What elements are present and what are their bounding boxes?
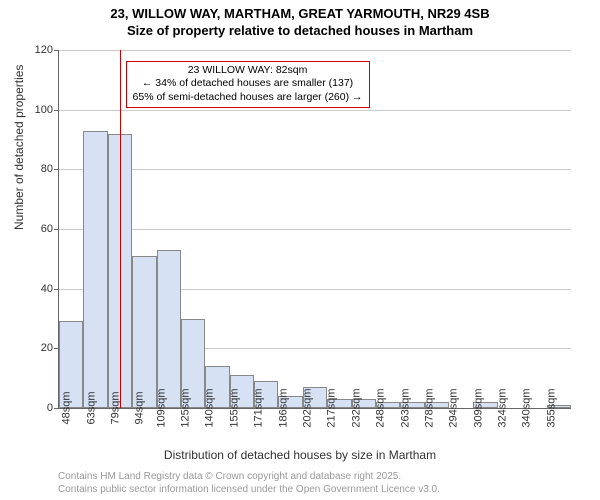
x-tick-label: 140sqm xyxy=(198,388,216,427)
x-tick-label: 324sqm xyxy=(490,388,508,427)
footer-attribution: Contains HM Land Registry data © Crown c… xyxy=(58,470,440,496)
x-axis-label: Distribution of detached houses by size … xyxy=(0,448,600,462)
histogram-bar xyxy=(157,250,181,408)
x-tick-label: 248sqm xyxy=(369,388,387,427)
title-line-1: 23, WILLOW WAY, MARTHAM, GREAT YARMOUTH,… xyxy=(0,6,600,23)
y-axis-label: Number of detached properties xyxy=(12,65,26,230)
x-tick-label: 309sqm xyxy=(466,388,484,427)
y-tick-mark xyxy=(54,289,59,290)
x-tick-label: 217sqm xyxy=(320,388,338,427)
x-tick-label: 202sqm xyxy=(295,388,313,427)
x-tick-label: 48sqm xyxy=(55,391,73,424)
x-tick-label: 232sqm xyxy=(344,388,362,427)
x-tick-label: 109sqm xyxy=(149,388,167,427)
y-tick-mark xyxy=(54,50,59,51)
annotation-line: 23 WILLOW WAY: 82sqm xyxy=(133,64,363,78)
annotation-line: ← 34% of detached houses are smaller (13… xyxy=(133,77,363,91)
annotation-box: 23 WILLOW WAY: 82sqm← 34% of detached ho… xyxy=(126,61,370,108)
x-tick-label: 63sqm xyxy=(79,391,97,424)
y-tick-mark xyxy=(54,110,59,111)
chart-title: 23, WILLOW WAY, MARTHAM, GREAT YARMOUTH,… xyxy=(0,0,600,40)
footer-line-1: Contains HM Land Registry data © Crown c… xyxy=(58,470,440,483)
x-tick-label: 171sqm xyxy=(247,388,265,427)
x-tick-label: 355sqm xyxy=(539,388,557,427)
x-tick-label: 278sqm xyxy=(417,388,435,427)
footer-line-2: Contains public sector information licen… xyxy=(58,483,440,496)
x-tick-label: 263sqm xyxy=(393,388,411,427)
x-tick-label: 340sqm xyxy=(515,388,533,427)
x-tick-label: 125sqm xyxy=(174,388,192,427)
title-line-2: Size of property relative to detached ho… xyxy=(0,23,600,40)
property-marker-line xyxy=(120,50,121,408)
gridline xyxy=(59,229,571,230)
x-tick-label: 294sqm xyxy=(442,388,460,427)
x-tick-label: 155sqm xyxy=(222,388,240,427)
y-tick-mark xyxy=(54,229,59,230)
gridline xyxy=(59,169,571,170)
plot-area: 02040608010012048sqm63sqm79sqm94sqm109sq… xyxy=(59,50,571,408)
histogram-bar xyxy=(83,131,107,408)
x-tick-label: 94sqm xyxy=(128,391,146,424)
gridline xyxy=(59,50,571,51)
y-tick-mark xyxy=(54,169,59,170)
histogram-bar xyxy=(132,256,156,408)
annotation-line: 65% of semi-detached houses are larger (… xyxy=(133,91,363,105)
chart-container: 23, WILLOW WAY, MARTHAM, GREAT YARMOUTH,… xyxy=(0,0,600,500)
x-tick-label: 79sqm xyxy=(103,391,121,424)
gridline xyxy=(59,110,571,111)
x-tick-label: 186sqm xyxy=(271,388,289,427)
chart-area: 02040608010012048sqm63sqm79sqm94sqm109sq… xyxy=(58,50,571,409)
